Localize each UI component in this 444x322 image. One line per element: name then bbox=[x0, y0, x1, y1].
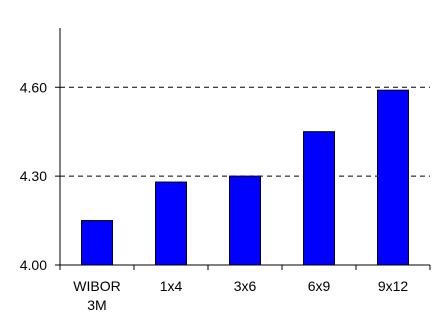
x-tick-label: 1x4 bbox=[160, 278, 183, 294]
bar bbox=[303, 131, 335, 266]
y-axis-ticks: 4.00 4.30 4.60 bbox=[20, 79, 60, 273]
x-tick-label: 9x12 bbox=[378, 278, 409, 294]
x-axis-ticks: WIBOR 3M 1x4 3x6 6x9 9x12 bbox=[59, 265, 431, 313]
x-tick-label-line: 6x9 bbox=[308, 278, 331, 294]
x-tick-label-line: 9x12 bbox=[378, 278, 409, 294]
bar bbox=[81, 220, 113, 266]
x-tick-label-line: 3M bbox=[87, 297, 106, 313]
bar bbox=[377, 89, 409, 266]
gridlines bbox=[60, 86, 430, 177]
y-tick-label: 4.30 bbox=[20, 168, 47, 184]
x-tick-label-line: 3x6 bbox=[234, 278, 257, 294]
axes bbox=[59, 28, 430, 266]
bars bbox=[81, 89, 409, 266]
y-tick-label: 4.60 bbox=[20, 79, 47, 95]
y-tick-label: 4.00 bbox=[20, 257, 47, 273]
x-tick-label-line: 1x4 bbox=[160, 278, 183, 294]
x-tick-label: WIBOR 3M bbox=[73, 278, 120, 313]
x-tick-label-line: WIBOR bbox=[73, 278, 120, 294]
x-tick-label: 3x6 bbox=[234, 278, 257, 294]
bar bbox=[155, 181, 187, 266]
x-tick-label: 6x9 bbox=[308, 278, 331, 294]
bar bbox=[229, 175, 261, 266]
